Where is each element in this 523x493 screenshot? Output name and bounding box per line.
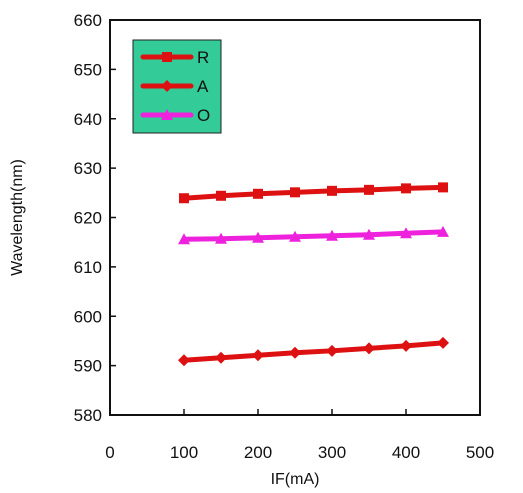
data-point-o — [326, 229, 338, 241]
data-point-r — [401, 183, 411, 194]
y-axis-label: Wavelength(nm) — [9, 159, 26, 276]
legend: RAO — [132, 39, 222, 134]
y-tick-label: 660 — [74, 11, 102, 30]
data-point-a — [437, 336, 449, 349]
x-tick-label: 100 — [170, 443, 198, 462]
data-point-r — [216, 190, 226, 201]
y-tick-label: 620 — [74, 209, 102, 228]
series-layer — [178, 182, 449, 367]
y-tick-label: 630 — [74, 159, 102, 178]
x-axis-label: IF(mA) — [271, 471, 320, 488]
y-tick-label: 590 — [74, 357, 102, 376]
data-point-a — [252, 349, 264, 362]
data-point-o — [252, 231, 264, 243]
ticks-layer: 580 590 600 610 620 630 640 650 660 0 100 200 300 400… — [74, 11, 495, 462]
legend-label-o: O — [197, 106, 210, 125]
data-point-r — [327, 185, 337, 196]
data-point-r — [253, 188, 263, 199]
x-tick-label: 500 — [466, 443, 494, 462]
y-tick-label: 600 — [74, 307, 102, 326]
data-point-a — [400, 339, 412, 352]
series-line-o — [181, 229, 446, 242]
y-tick-label: 580 — [74, 406, 102, 425]
data-point-o — [363, 228, 375, 240]
data-point-r — [179, 193, 189, 204]
data-point-r — [438, 182, 448, 193]
legend-marker-r — [162, 52, 172, 62]
data-point-r — [364, 184, 374, 195]
data-point-o — [178, 233, 190, 245]
legend-marker-o — [161, 109, 173, 120]
x-tick-label: 0 — [105, 443, 114, 462]
x-tick-label: 300 — [318, 443, 346, 462]
data-point-o — [289, 230, 301, 242]
x-tick-label: 200 — [244, 443, 272, 462]
data-point-a — [289, 346, 301, 359]
data-point-a — [326, 344, 338, 357]
data-point-o — [215, 232, 227, 244]
data-point-o — [437, 225, 449, 237]
legend-label-a: A — [197, 77, 209, 96]
series-line-a — [181, 340, 446, 363]
legend-label-r: R — [197, 48, 209, 67]
y-tick-label: 640 — [74, 110, 102, 129]
data-point-a — [178, 354, 190, 367]
x-tick-label: 400 — [392, 443, 420, 462]
data-point-o — [400, 227, 412, 239]
data-point-r — [290, 187, 300, 198]
y-tick-label: 610 — [74, 258, 102, 277]
series-line-r — [181, 184, 446, 201]
y-tick-label: 650 — [74, 60, 102, 79]
data-point-a — [215, 351, 227, 364]
legend-marker-a — [161, 80, 173, 92]
data-point-a — [363, 342, 375, 355]
